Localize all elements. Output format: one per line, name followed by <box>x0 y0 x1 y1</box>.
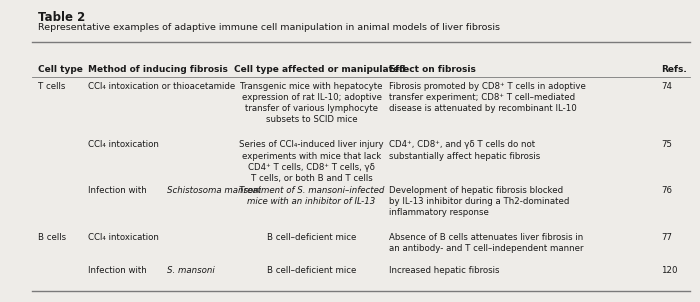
Text: Representative examples of adaptive immune cell manipulation in animal models of: Representative examples of adaptive immu… <box>38 23 500 32</box>
Text: CCl₄ intoxication or thioacetamide: CCl₄ intoxication or thioacetamide <box>88 82 234 91</box>
Text: B cells: B cells <box>38 233 66 242</box>
Text: Series of CCl₄-induced liver injury
experiments with mice that lack
CD4⁺ T cells: Series of CCl₄-induced liver injury expe… <box>239 140 384 183</box>
Text: Increased hepatic fibrosis: Increased hepatic fibrosis <box>389 266 499 275</box>
Text: Development of hepatic fibrosis blocked
by IL-13 inhibitor during a Th2-dominate: Development of hepatic fibrosis blocked … <box>389 186 569 217</box>
Text: Refs.: Refs. <box>662 65 687 74</box>
Text: Method of inducing fibrosis: Method of inducing fibrosis <box>88 65 228 74</box>
Text: Cell type affected or manipulated: Cell type affected or manipulated <box>234 65 406 74</box>
Text: S. mansoni: S. mansoni <box>167 266 215 275</box>
Text: T cells: T cells <box>38 82 66 91</box>
Text: 120: 120 <box>662 266 678 275</box>
Text: B cell–deficient mice: B cell–deficient mice <box>267 233 356 242</box>
Text: 76: 76 <box>662 186 673 195</box>
Text: 77: 77 <box>662 233 673 242</box>
Text: Absence of B cells attenuates liver fibrosis in
an antibody- and T cell–independ: Absence of B cells attenuates liver fibr… <box>389 233 583 253</box>
Text: Infection with: Infection with <box>88 266 149 275</box>
Text: Treatment of S. mansoni–infected
mice with an inhibitor of IL-13: Treatment of S. mansoni–infected mice wi… <box>239 186 384 206</box>
Text: Cell type: Cell type <box>38 65 83 74</box>
Text: 75: 75 <box>662 140 673 149</box>
Text: Transgenic mice with hepatocyte
expression of rat IL-10; adoptive
transfer of va: Transgenic mice with hepatocyte expressi… <box>240 82 383 124</box>
Text: CCl₄ intoxication: CCl₄ intoxication <box>88 140 158 149</box>
Text: B cell–deficient mice: B cell–deficient mice <box>267 266 356 275</box>
Text: Effect on fibrosis: Effect on fibrosis <box>389 65 475 74</box>
Text: Infection with: Infection with <box>88 186 149 195</box>
Text: CD4⁺, CD8⁺, and γδ T cells do not
substantially affect hepatic fibrosis: CD4⁺, CD8⁺, and γδ T cells do not substa… <box>389 140 540 161</box>
Text: Fibrosis promoted by CD8⁺ T cells in adoptive
transfer experiment; CD8⁺ T cell–m: Fibrosis promoted by CD8⁺ T cells in ado… <box>389 82 585 113</box>
Text: Table 2: Table 2 <box>38 11 85 24</box>
Text: CCl₄ intoxication: CCl₄ intoxication <box>88 233 158 242</box>
Text: Schistosoma mansoni: Schistosoma mansoni <box>167 186 261 195</box>
Text: 74: 74 <box>662 82 673 91</box>
